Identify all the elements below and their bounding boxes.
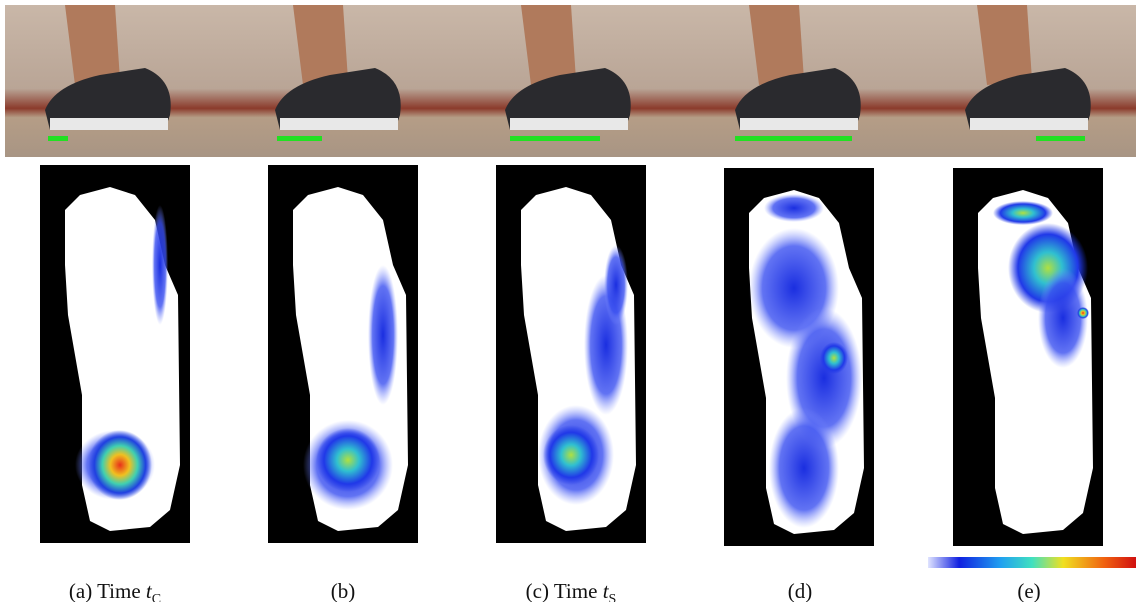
pressure-region xyxy=(769,408,839,528)
contact-bar xyxy=(1036,136,1085,141)
caption-label: (a) xyxy=(69,579,92,602)
caption-label: (c) xyxy=(526,579,549,602)
contact-bar xyxy=(277,136,322,141)
pressure-region xyxy=(316,428,380,492)
colorbar xyxy=(928,557,1136,568)
shoe-sole xyxy=(510,118,628,130)
caption-subscript: C xyxy=(152,592,161,602)
contact-bar xyxy=(735,136,852,141)
pressure-region xyxy=(152,205,168,325)
pressure-map xyxy=(268,165,418,543)
pressure-region xyxy=(820,342,848,374)
pressure-map xyxy=(40,165,190,543)
pressure-region xyxy=(543,425,599,485)
pressure-region xyxy=(1077,307,1089,319)
caption: (b) xyxy=(331,579,356,602)
pressure-region xyxy=(604,245,628,325)
pressure-region xyxy=(88,430,152,500)
pressure-map xyxy=(724,168,874,546)
caption-label: (e) xyxy=(1017,579,1040,602)
caption-label: (d) xyxy=(788,579,813,602)
shoe-sole xyxy=(50,118,168,130)
caption-text: Time xyxy=(97,579,141,602)
caption: (d) xyxy=(788,579,813,602)
contact-bar xyxy=(510,136,600,141)
pressure-region xyxy=(368,265,398,405)
shoe-sole xyxy=(280,118,398,130)
photo xyxy=(233,5,461,157)
caption: (e) xyxy=(1017,579,1040,602)
pressure-map xyxy=(953,168,1103,546)
shoe-sole xyxy=(740,118,858,130)
pressure-region xyxy=(993,201,1053,225)
caption: (c) Time tS xyxy=(526,579,617,602)
photo xyxy=(5,5,233,157)
caption-label: (b) xyxy=(331,579,356,602)
caption-subscript: S xyxy=(609,592,617,602)
contact-bar xyxy=(48,136,68,141)
pressure-map xyxy=(496,165,646,543)
photo xyxy=(917,5,1136,157)
photo xyxy=(689,5,917,157)
photo xyxy=(461,5,689,157)
figure: (a) Time tC (b) (c) Time tS (d) (e) xyxy=(0,0,1136,602)
pressure-region xyxy=(764,194,824,222)
caption: (a) Time tC xyxy=(69,579,161,602)
caption-text: Time xyxy=(554,579,598,602)
shoe-sole xyxy=(970,118,1088,130)
